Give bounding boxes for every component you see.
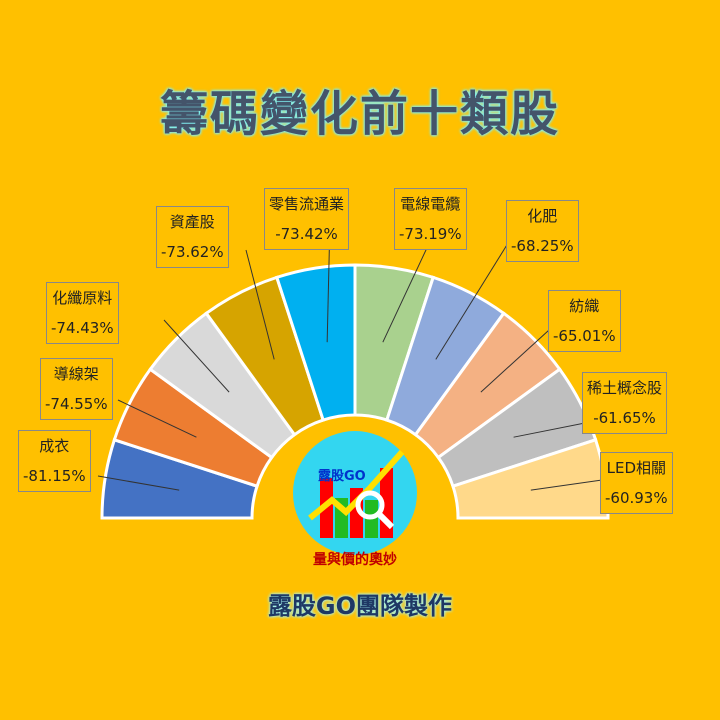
category-label: 稀土概念股 [587, 379, 663, 397]
category-label: 電線電纜 [400, 195, 461, 213]
leader-line [530, 479, 603, 491]
leader-line [245, 249, 275, 360]
data-label: LED相關 -60.93% [600, 452, 673, 514]
leader-line [480, 319, 561, 393]
category-label: 化纖原料 [52, 289, 113, 307]
data-label: 電線電纜 -73.19% [394, 188, 467, 250]
category-label: 導線架 [53, 365, 99, 383]
magnifier-handle [376, 511, 395, 530]
data-label: 導線架 -74.55% [40, 358, 113, 420]
leader-line [97, 475, 180, 491]
category-label: 零售流通業 [269, 195, 345, 213]
leader-line [117, 399, 197, 438]
data-label: 稀土概念股 -61.65% [582, 372, 668, 434]
value-label: -73.42% [275, 225, 338, 243]
data-label: 化肥 -68.25% [506, 200, 579, 262]
value-label: -61.65% [593, 409, 656, 427]
logo-brand: 露股GO [318, 469, 366, 484]
value-label: -74.43% [51, 319, 114, 337]
value-label: -74.55% [45, 395, 108, 413]
category-label: 紡織 [569, 297, 600, 315]
data-label: 零售流通業 -73.42% [264, 188, 350, 250]
category-label: LED相關 [606, 459, 666, 477]
data-label: 化纖原料 -74.43% [46, 282, 119, 344]
leader-line [435, 239, 511, 360]
leader-line [163, 319, 230, 393]
chart-title: 籌碼變化前十類股 [159, 86, 560, 142]
value-label: -68.25% [511, 237, 574, 255]
logo-slogan: 量與價的奧妙 [313, 552, 397, 568]
value-label: -60.93% [605, 489, 668, 507]
category-label: 化肥 [527, 207, 558, 225]
category-label: 資產股 [169, 213, 215, 231]
magnifier-icon [355, 490, 385, 520]
credit-text: 露股GO團隊製作 [267, 592, 453, 620]
value-label: -65.01% [553, 327, 616, 345]
value-label: -73.62% [161, 243, 224, 261]
data-label: 資產股 -73.62% [156, 206, 229, 268]
category-label: 成衣 [39, 437, 70, 455]
data-label: 成衣 -81.15% [18, 430, 91, 492]
data-label: 紡織 -65.01% [548, 290, 621, 352]
value-label: -73.19% [399, 225, 462, 243]
value-label: -81.15% [23, 467, 86, 485]
